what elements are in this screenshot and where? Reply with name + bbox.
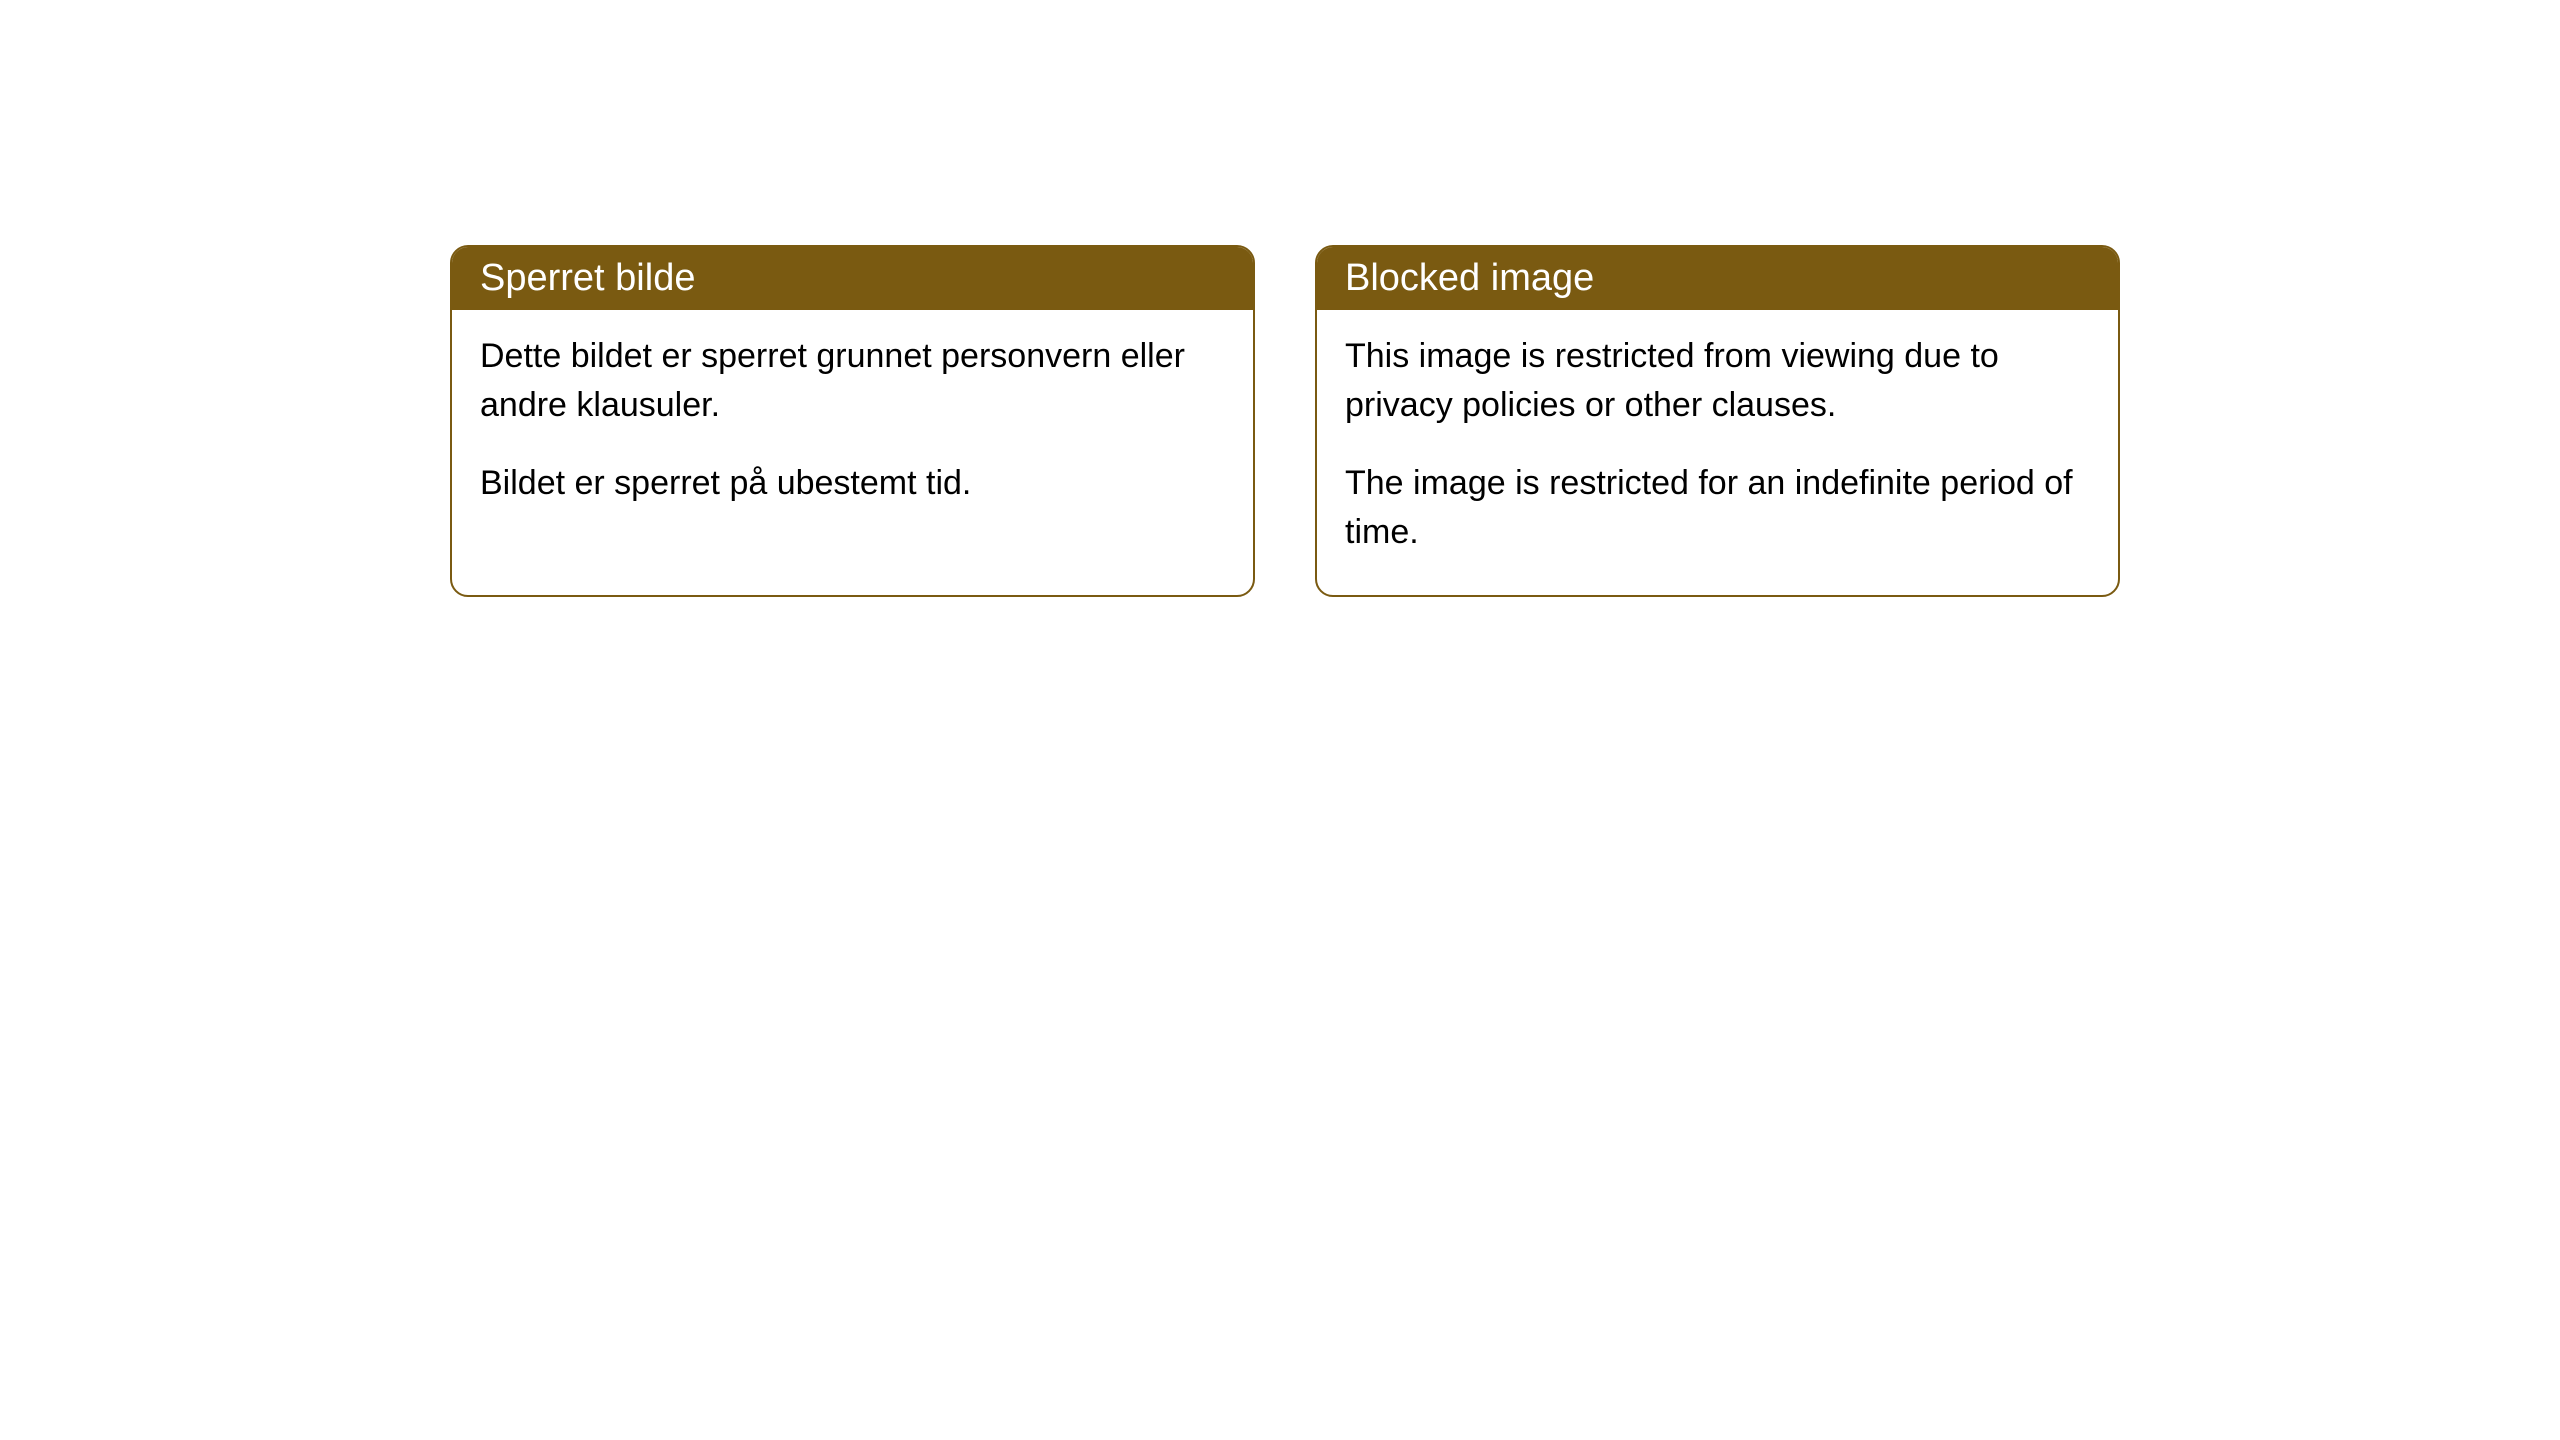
card-paragraph-2-norwegian: Bildet er sperret på ubestemt tid. [480, 459, 1225, 508]
cards-container: Sperret bilde Dette bildet er sperret gr… [450, 245, 2120, 597]
card-header-english: Blocked image [1317, 247, 2118, 310]
card-paragraph-2-english: The image is restricted for an indefinit… [1345, 459, 2090, 558]
card-paragraph-1-norwegian: Dette bildet er sperret grunnet personve… [480, 332, 1225, 431]
card-header-norwegian: Sperret bilde [452, 247, 1253, 310]
card-english: Blocked image This image is restricted f… [1315, 245, 2120, 597]
card-title-english: Blocked image [1345, 257, 1594, 299]
card-norwegian: Sperret bilde Dette bildet er sperret gr… [450, 245, 1255, 597]
card-title-norwegian: Sperret bilde [480, 257, 695, 299]
card-body-english: This image is restricted from viewing du… [1317, 310, 2118, 595]
card-body-norwegian: Dette bildet er sperret grunnet personve… [452, 310, 1253, 546]
card-paragraph-1-english: This image is restricted from viewing du… [1345, 332, 2090, 431]
